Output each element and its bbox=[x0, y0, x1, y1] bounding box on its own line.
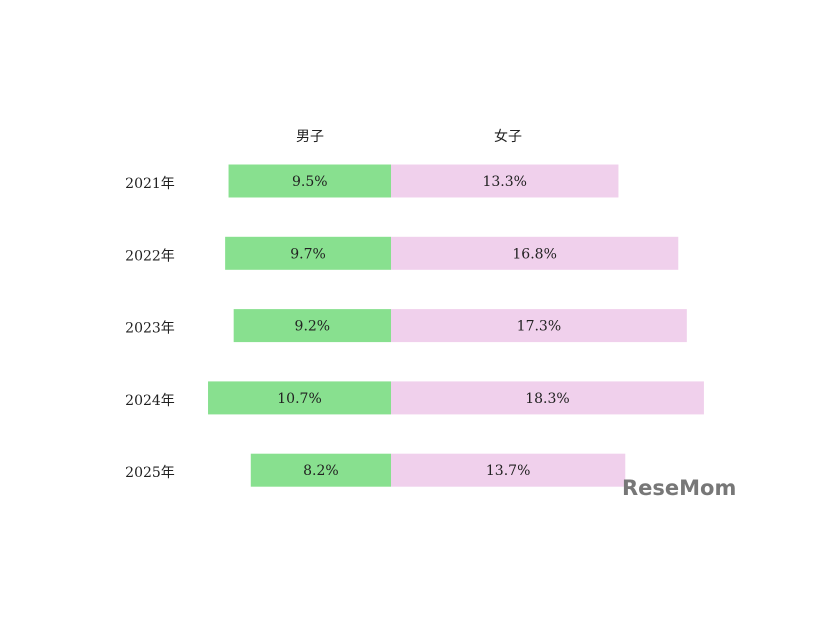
value-label: 13.7% bbox=[486, 463, 530, 479]
value-label: 9.5% bbox=[292, 174, 328, 190]
value-label: 17.3% bbox=[517, 319, 561, 335]
value-label: 8.2% bbox=[303, 463, 339, 479]
watermark: ReseMom bbox=[622, 476, 736, 500]
bar bbox=[233, 309, 391, 343]
bar bbox=[250, 453, 391, 487]
legend-label: 女子 bbox=[494, 128, 522, 145]
value-label: 18.3% bbox=[525, 391, 569, 407]
value-label: 9.2% bbox=[295, 319, 331, 335]
bar bbox=[228, 164, 391, 198]
legend-label: 男子 bbox=[296, 129, 324, 145]
value-label: 13.3% bbox=[482, 174, 526, 190]
bar bbox=[391, 164, 619, 198]
value-label: 9.7% bbox=[290, 246, 326, 262]
category-label: 2022年 bbox=[125, 248, 175, 264]
value-label: 16.8% bbox=[512, 246, 556, 262]
bar bbox=[225, 236, 391, 270]
category-label: 2023年 bbox=[125, 321, 175, 337]
category-label: 2021年 bbox=[125, 176, 175, 192]
bar bbox=[391, 381, 704, 415]
category-label: 2024年 bbox=[125, 393, 175, 409]
bar bbox=[391, 236, 679, 270]
value-label: 10.7% bbox=[277, 391, 321, 407]
bar bbox=[208, 381, 391, 415]
bar bbox=[391, 309, 687, 343]
bar bbox=[391, 453, 626, 487]
category-label: 2025年 bbox=[125, 465, 175, 481]
